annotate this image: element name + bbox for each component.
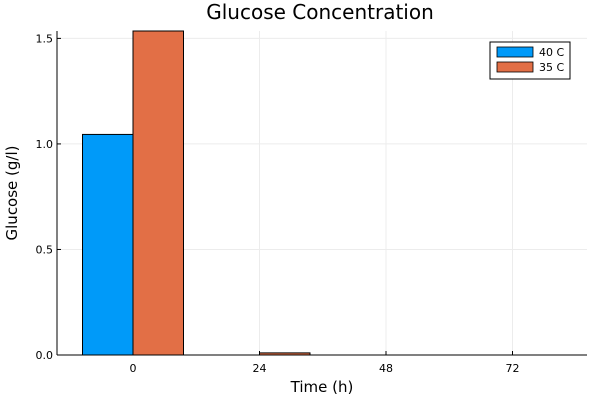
legend-label-40c: 40 C: [539, 46, 564, 59]
x-tick-label: 48: [379, 362, 393, 375]
x-tick-label: 0: [130, 362, 137, 375]
legend: 40 C 35 C: [489, 41, 571, 80]
y-tick-label: 1.5: [36, 32, 54, 45]
x-tick-label: 24: [253, 362, 267, 375]
y-axis-label: Glucose (g/l): [3, 146, 21, 241]
legend-label-35c: 35 C: [539, 61, 564, 74]
axes: [56, 31, 587, 356]
x-tick-label: 72: [506, 362, 520, 375]
x-axis-label: Time (h): [290, 378, 354, 396]
chart-title: Glucose Concentration: [206, 0, 434, 24]
y-tick-label: 1.0: [36, 138, 54, 151]
legend-swatch-40c: [496, 46, 534, 58]
bars: [82, 30, 311, 356]
legend-swatch-35c: [496, 61, 534, 73]
bar-40c-0: [82, 133, 134, 356]
y-tick-label: 0.5: [36, 243, 54, 256]
bar-35c-0: [132, 30, 184, 356]
y-tick-label: 0.0: [36, 349, 54, 362]
ticks: 0.0 0.5 1.0 1.5 0 24 48 72: [36, 32, 520, 375]
